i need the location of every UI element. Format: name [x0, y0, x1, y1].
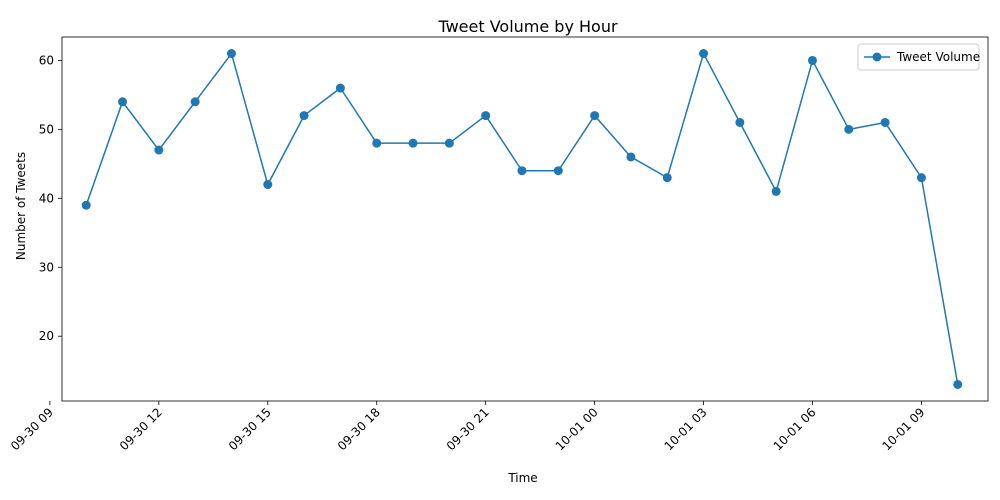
legend: Tweet Volume — [857, 43, 980, 71]
y-tick-label: 20 — [39, 329, 54, 343]
data-point — [553, 166, 563, 176]
legend-entry-tweet-volume: Tweet Volume — [896, 50, 980, 64]
data-point — [154, 145, 164, 155]
data-point — [481, 111, 491, 121]
data-point — [880, 117, 890, 127]
legend-marker-sample — [872, 52, 882, 62]
data-point — [844, 124, 854, 134]
data-point — [372, 138, 382, 148]
y-tick-label: 50 — [39, 122, 54, 136]
data-point — [226, 49, 236, 59]
data-point — [190, 97, 200, 107]
data-point — [408, 138, 418, 148]
data-point — [81, 200, 91, 210]
data-point — [626, 152, 636, 162]
chart-title: Tweet Volume by Hour — [437, 17, 618, 36]
data-point — [735, 117, 745, 127]
data-point — [953, 379, 963, 389]
data-point — [335, 83, 345, 93]
data-point — [299, 111, 309, 121]
data-point — [771, 186, 781, 196]
y-axis-label: Number of Tweets — [14, 152, 28, 260]
data-point — [699, 49, 709, 59]
data-point — [662, 173, 672, 183]
legend-frame — [857, 43, 980, 71]
data-point — [517, 166, 527, 176]
data-point — [590, 111, 600, 121]
data-point — [263, 180, 273, 190]
y-tick-label: 60 — [39, 53, 54, 67]
data-point — [444, 138, 454, 148]
axes-frame — [61, 36, 989, 402]
y-tick-label: 40 — [39, 191, 54, 205]
x-axis-label: Time — [507, 471, 537, 485]
data-point — [118, 97, 128, 107]
data-point — [916, 173, 926, 183]
y-tick-label: 30 — [39, 260, 54, 274]
data-point — [807, 55, 817, 65]
